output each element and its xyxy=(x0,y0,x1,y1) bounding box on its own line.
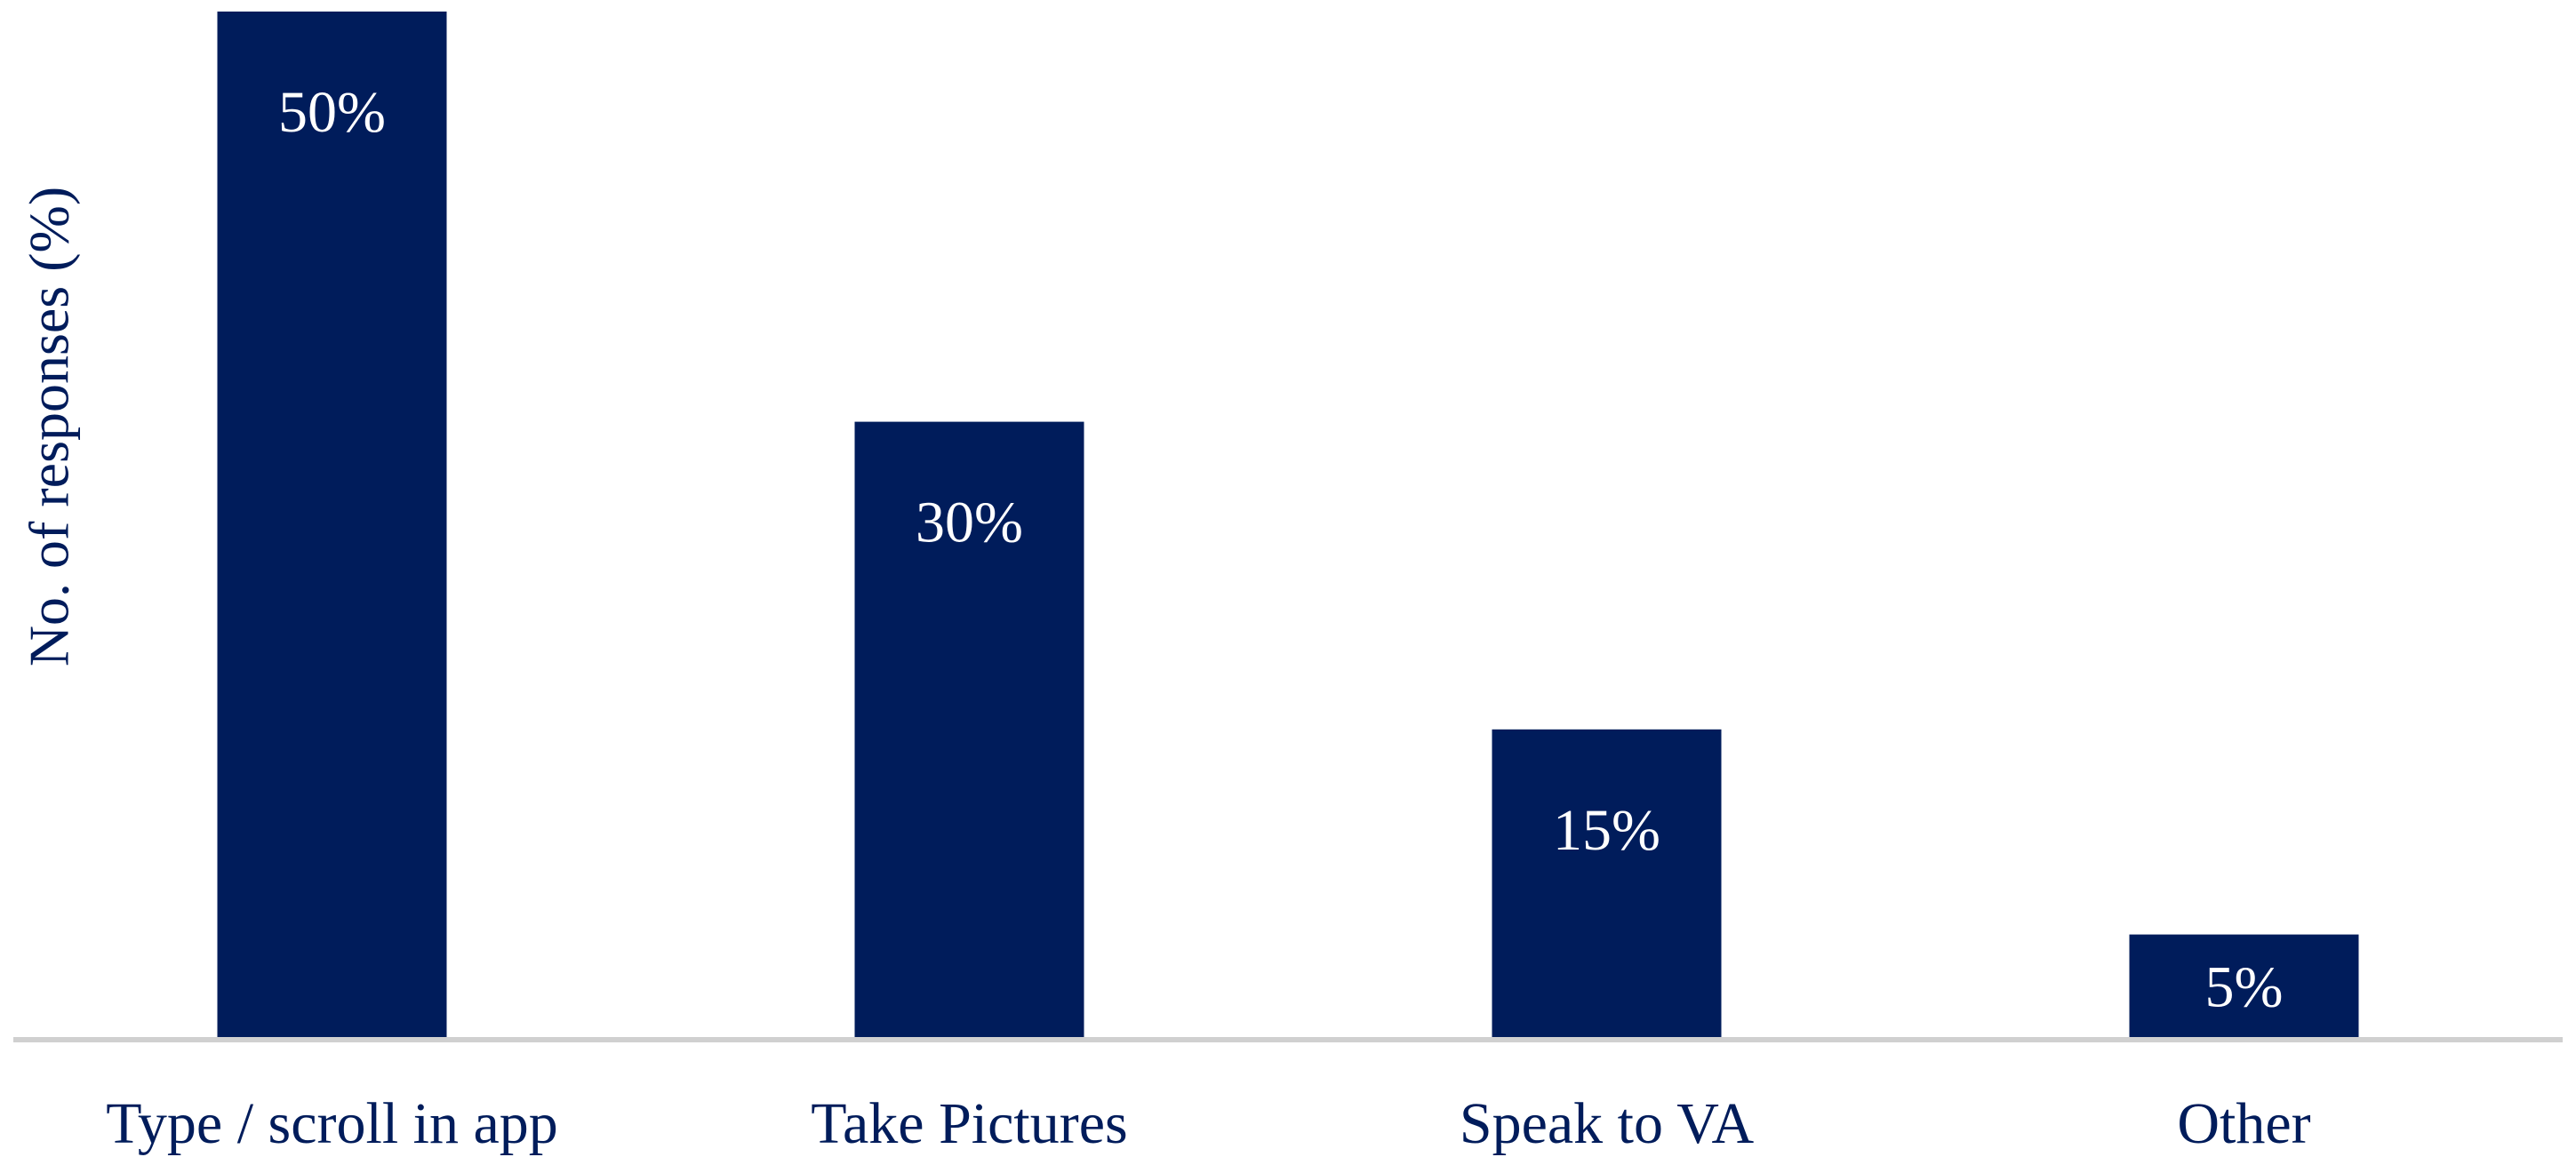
value-label: 50% xyxy=(278,80,386,145)
bar xyxy=(217,12,447,1037)
bar xyxy=(2129,934,2359,1037)
y-axis-label: No. of responses (%) xyxy=(18,187,81,666)
x-tick-label: Take Pictures xyxy=(811,1091,1127,1156)
value-label: 30% xyxy=(916,491,1023,555)
x-tick-label: Type / scroll in app xyxy=(106,1091,558,1156)
x-tick-label: Speak to VA xyxy=(1460,1091,1755,1156)
bar xyxy=(854,421,1084,1038)
value-label: 5% xyxy=(2205,954,2284,1019)
value-label: 15% xyxy=(1553,798,1660,863)
x-tick-label: Other xyxy=(2177,1091,2310,1156)
bar xyxy=(1492,729,1722,1037)
